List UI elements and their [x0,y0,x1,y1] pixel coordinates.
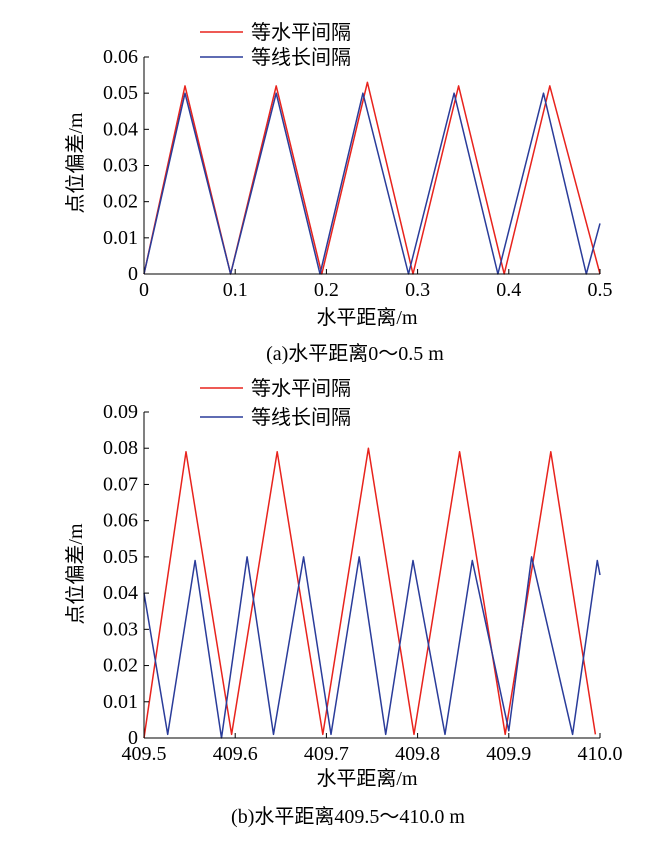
x-tick-label: 409.7 [304,743,349,765]
x-tick-label: 0.1 [223,279,248,301]
y-tick-label: 0.01 [103,691,138,713]
x-tick-label: 0 [139,279,149,301]
x-tick-label: 0.5 [588,279,613,301]
chart-b: 等水平间隔 等线长间隔 点位偏差/m 水平距离/m (b)水平距离409.5～4… [64,377,623,828]
x-tick-label: 0.4 [496,279,521,301]
legend-label-1: 等线长间隔 [251,46,351,69]
series-line-0 [143,447,597,739]
y-tick-label: 0 [128,727,138,749]
x-tick-label: 409.9 [486,743,531,765]
series-line-0 [143,81,601,275]
legend: 等水平间隔 等线长间隔 [200,21,351,69]
y-tick-label: 0.01 [103,227,138,249]
y-axis-label: 点位偏差/m [64,523,87,625]
y-tick-label: 0.03 [103,155,138,177]
legend-label-1: 等线长间隔 [251,406,351,429]
y-tick-label: 0.09 [103,401,138,423]
y-tick-label: 0.06 [103,510,138,532]
x-tick-label: 410.0 [578,743,623,765]
x-tick-label: 409.8 [395,743,440,765]
chart-a: 等水平间隔 等线长间隔 点位偏差/m 水平距离/m (a)水平距离0～0.5 m… [64,21,613,365]
y-tick-label: 0.07 [103,473,138,495]
y-tick-label: 0.04 [103,582,138,604]
chart-caption: (a)水平距离0～0.5 m [266,342,444,365]
y-tick-label: 0.08 [103,437,138,459]
y-axis-label: 点位偏差/m [64,112,87,214]
series-line-1 [143,92,601,275]
y-tick-label: 0.05 [103,546,138,568]
legend-label-0: 等水平间隔 [251,21,351,44]
x-tick-label: 0.2 [314,279,339,301]
y-tick-label: 0.03 [103,618,138,640]
y-tick-label: 0.05 [103,82,138,104]
legend-label-0: 等水平间隔 [251,377,351,400]
y-tick-label: 0.02 [103,655,138,677]
x-axis-label: 水平距离/m [316,306,418,329]
legend: 等水平间隔 等线长间隔 [200,377,351,429]
x-tick-label: 409.5 [122,743,167,765]
y-tick-label: 0 [128,263,138,285]
y-tick-label: 0.04 [103,118,138,140]
series-line-1 [143,556,601,739]
x-tick-label: 409.6 [213,743,258,765]
x-axis-label: 水平距离/m [316,767,418,790]
y-tick-label: 0.02 [103,191,138,213]
y-tick-label: 0.06 [103,46,138,68]
chart-caption: (b)水平距离409.5～410.0 m [231,805,465,828]
x-tick-label: 0.3 [405,279,430,301]
